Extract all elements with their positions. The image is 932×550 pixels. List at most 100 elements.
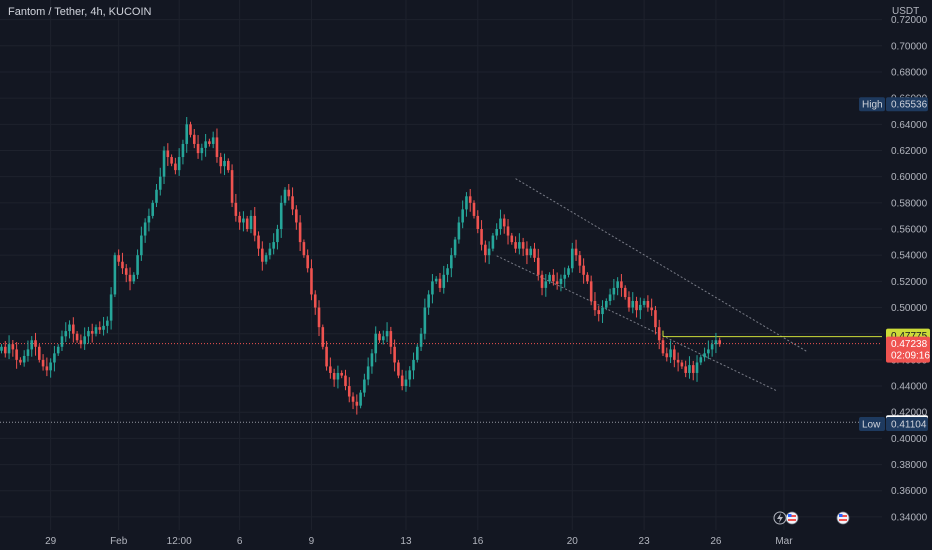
candle-body	[158, 176, 162, 190]
candle-body	[703, 353, 706, 358]
candle-body	[536, 257, 540, 275]
candle-body	[370, 353, 374, 367]
event-markers[interactable]	[773, 511, 850, 525]
candle-body	[109, 294, 113, 321]
candle-body	[75, 333, 79, 341]
us-flag-event-icon-stripe	[788, 519, 796, 521]
chart-title: Fantom / Tether, 4h, KUCOIN	[8, 6, 152, 18]
candle-body	[49, 362, 52, 371]
candle-body	[699, 357, 703, 363]
candle-body	[393, 346, 396, 363]
candle-body	[204, 141, 207, 148]
high-tag-bg	[859, 97, 885, 112]
candle-body	[196, 143, 200, 154]
price-tick-label: 0.36000	[891, 486, 928, 497]
candle-body	[608, 294, 612, 301]
candle-body	[654, 310, 657, 328]
price-tick-label: 0.58000	[891, 198, 928, 209]
price-tick-label: 0.44000	[891, 382, 928, 393]
us-flag-event-icon-stripe	[839, 519, 847, 521]
price-tick-label: 0.64000	[891, 120, 928, 131]
price-tags: High0.655360.477750.4723802:09:16TTBO0.4…	[859, 97, 930, 431]
candle-body	[11, 344, 15, 350]
candle-body	[419, 333, 423, 347]
candle-body	[510, 235, 514, 243]
time-tick-label: Mar	[775, 536, 793, 547]
candle-body	[106, 320, 109, 326]
candle-body	[302, 242, 306, 256]
candle-body	[555, 281, 559, 284]
candle-body	[518, 242, 521, 249]
candle-body	[121, 261, 124, 269]
candle-body	[468, 196, 472, 203]
time-tick-label: 6	[237, 536, 243, 547]
candle-body	[506, 226, 510, 236]
price-tick-label: 0.60000	[891, 172, 928, 183]
candle-body	[431, 281, 434, 295]
candle-body	[208, 141, 211, 144]
candle-body	[525, 248, 529, 256]
candle-body	[397, 362, 400, 376]
candle-body	[185, 124, 189, 144]
candle-body	[102, 325, 105, 330]
candle-body	[646, 300, 650, 308]
candle-body	[616, 281, 619, 288]
candle-body	[276, 229, 279, 243]
candle-body	[491, 235, 495, 249]
low-tag: Low	[862, 419, 881, 430]
price-tick-label: 0.38000	[891, 460, 928, 471]
candle-body	[570, 248, 574, 269]
candle-body	[136, 255, 139, 275]
candle-body	[434, 278, 438, 282]
candle-body	[374, 333, 378, 354]
candle-body	[540, 274, 544, 288]
candle-body	[132, 274, 136, 282]
candle-body	[597, 310, 601, 315]
time-tick-label: 16	[472, 536, 484, 547]
candle-body	[298, 222, 302, 243]
us-flag-event-icon-circle	[785, 511, 799, 525]
candle-body	[253, 215, 257, 236]
candle-body	[427, 294, 430, 308]
candle-body	[480, 229, 483, 245]
candle-body	[189, 124, 192, 135]
candle-body	[56, 346, 60, 354]
time-axis[interactable]: 29 Feb 12:00 6 9 13 16 20 23 26 Mar	[0, 530, 882, 550]
candle-body	[219, 157, 223, 167]
candle-body	[363, 379, 366, 393]
candle-body	[230, 170, 234, 203]
candle-body	[98, 327, 102, 330]
candle-body	[514, 242, 517, 249]
us-flag-event-icon[interactable]	[836, 511, 850, 525]
candle-body	[521, 242, 525, 249]
candle-body	[279, 202, 283, 230]
candle-body	[657, 327, 661, 341]
candle-body	[192, 134, 196, 144]
candle-body	[234, 202, 238, 216]
time-tick-label: Feb	[110, 536, 128, 547]
candle-body	[347, 386, 351, 397]
candle-body	[612, 287, 616, 295]
candle-body	[605, 300, 608, 308]
candle-body	[548, 274, 551, 282]
lightning-icon	[777, 513, 783, 523]
candle-body	[223, 160, 226, 167]
candle-body	[257, 235, 260, 249]
candle-body	[79, 340, 83, 345]
high-tag: High	[862, 100, 883, 111]
candle-body	[623, 287, 627, 298]
candle-body	[578, 255, 582, 266]
level-value: 0.47775	[891, 331, 928, 342]
price-tick-label: 0.68000	[891, 67, 928, 78]
us-flag-event-icon[interactable]	[785, 511, 799, 525]
candle-body	[385, 331, 389, 337]
time-tick-label: 20	[567, 536, 579, 547]
candle-body	[310, 268, 313, 295]
price-axis[interactable]: USDT0.720000.700000.680000.660000.640000…	[882, 0, 932, 550]
time-axis-background	[0, 530, 882, 550]
candle-body	[635, 300, 638, 311]
descending-channel	[496, 178, 807, 392]
candle-body	[416, 346, 419, 360]
candle-body	[669, 349, 672, 358]
